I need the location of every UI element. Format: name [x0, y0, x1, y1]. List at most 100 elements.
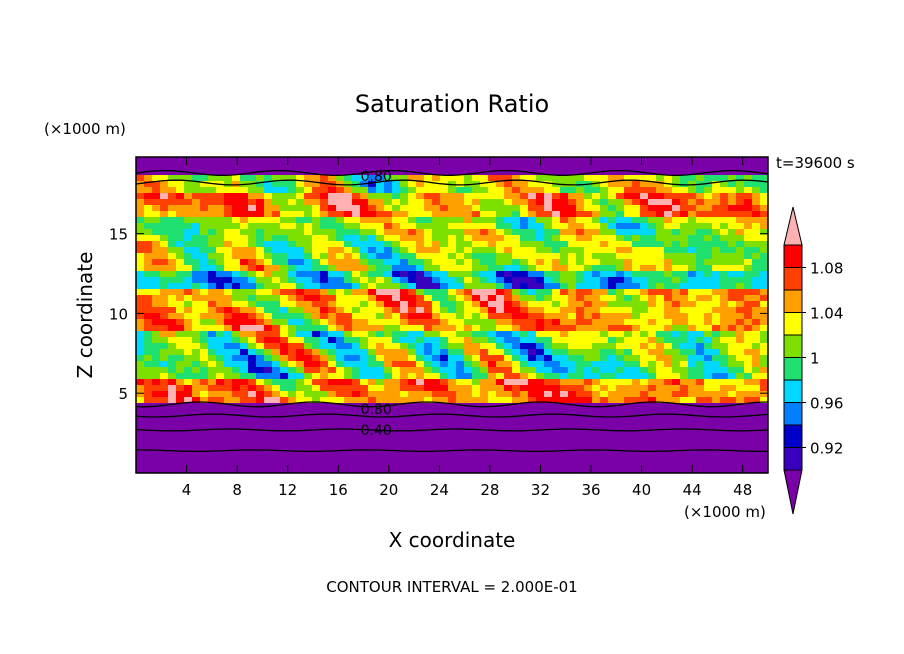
field-cell — [384, 397, 393, 404]
field-cell — [232, 349, 241, 356]
field-cell — [584, 457, 593, 464]
field-cell — [744, 373, 753, 380]
field-cell — [152, 217, 161, 224]
field-cell — [584, 217, 593, 224]
field-cell — [136, 361, 145, 368]
field-cell — [656, 199, 665, 206]
field-cell — [376, 439, 385, 446]
field-cell — [224, 313, 233, 320]
field-cell — [728, 373, 737, 380]
field-cell — [392, 187, 401, 194]
field-cell — [152, 193, 161, 200]
field-cell — [640, 445, 649, 452]
field-cell — [728, 403, 737, 410]
field-cell — [616, 367, 625, 374]
field-cell — [224, 367, 233, 374]
field-cell — [648, 247, 657, 254]
field-cell — [184, 385, 193, 392]
field-cell — [360, 157, 369, 164]
field-cell — [352, 379, 361, 386]
field-cell — [512, 271, 521, 278]
field-cell — [584, 307, 593, 314]
field-cell — [160, 445, 169, 452]
field-cell — [576, 271, 585, 278]
field-cell — [192, 331, 201, 338]
field-cell — [600, 229, 609, 236]
field-cell — [672, 457, 681, 464]
field-cell — [488, 289, 497, 296]
field-cell — [248, 217, 257, 224]
field-cell — [376, 391, 385, 398]
field-cell — [424, 421, 433, 428]
field-cell — [712, 421, 721, 428]
field-cell — [176, 403, 185, 410]
field-cell — [456, 175, 465, 182]
field-cell — [696, 427, 705, 434]
field-cell — [488, 211, 497, 218]
field-cell — [536, 235, 545, 242]
field-cell — [584, 343, 593, 350]
field-cell — [352, 277, 361, 284]
field-cell — [272, 445, 281, 452]
field-cell — [288, 193, 297, 200]
field-cell — [408, 253, 417, 260]
field-cell — [552, 271, 561, 278]
field-cell — [456, 391, 465, 398]
field-cell — [584, 205, 593, 212]
field-cell — [304, 187, 313, 194]
field-cell — [520, 163, 529, 170]
field-cell — [296, 403, 305, 410]
field-cell — [456, 223, 465, 230]
field-cell — [296, 205, 305, 212]
field-cell — [344, 277, 353, 284]
field-cell — [408, 385, 417, 392]
field-cell — [384, 391, 393, 398]
field-cell — [352, 331, 361, 338]
field-cell — [504, 223, 513, 230]
field-cell — [536, 199, 545, 206]
field-cell — [456, 445, 465, 452]
field-cell — [256, 385, 265, 392]
field-cell — [608, 157, 617, 164]
field-cell — [208, 343, 217, 350]
field-cell — [600, 379, 609, 386]
field-cell — [312, 391, 321, 398]
field-cell — [592, 463, 601, 470]
field-cell — [216, 463, 225, 470]
field-cell — [168, 445, 177, 452]
field-cell — [624, 247, 633, 254]
field-cell — [256, 187, 265, 194]
field-cell — [312, 181, 321, 188]
field-cell — [736, 415, 745, 422]
field-cell — [632, 157, 641, 164]
x-tick-label: 8 — [232, 481, 242, 499]
field-cell — [512, 313, 521, 320]
field-cell — [240, 433, 249, 440]
field-cell — [360, 253, 369, 260]
field-cell — [712, 187, 721, 194]
field-cell — [592, 259, 601, 266]
field-cell — [368, 355, 377, 362]
field-cell — [760, 337, 768, 344]
field-cell — [592, 391, 601, 398]
field-cell — [272, 379, 281, 386]
field-cell — [184, 301, 193, 308]
field-cell — [432, 355, 441, 362]
field-cell — [504, 355, 513, 362]
field-cell — [656, 163, 665, 170]
field-cell — [256, 409, 265, 416]
field-cell — [176, 259, 185, 266]
field-cell — [328, 349, 337, 356]
field-cell — [496, 241, 505, 248]
field-cell — [240, 295, 249, 302]
field-cell — [464, 217, 473, 224]
field-cell — [168, 403, 177, 410]
field-cell — [408, 193, 417, 200]
field-cell — [592, 157, 601, 164]
field-cell — [664, 295, 673, 302]
field-cell — [288, 217, 297, 224]
field-cell — [760, 355, 768, 362]
field-cell — [648, 415, 657, 422]
field-cell — [712, 349, 721, 356]
field-cell — [184, 421, 193, 428]
